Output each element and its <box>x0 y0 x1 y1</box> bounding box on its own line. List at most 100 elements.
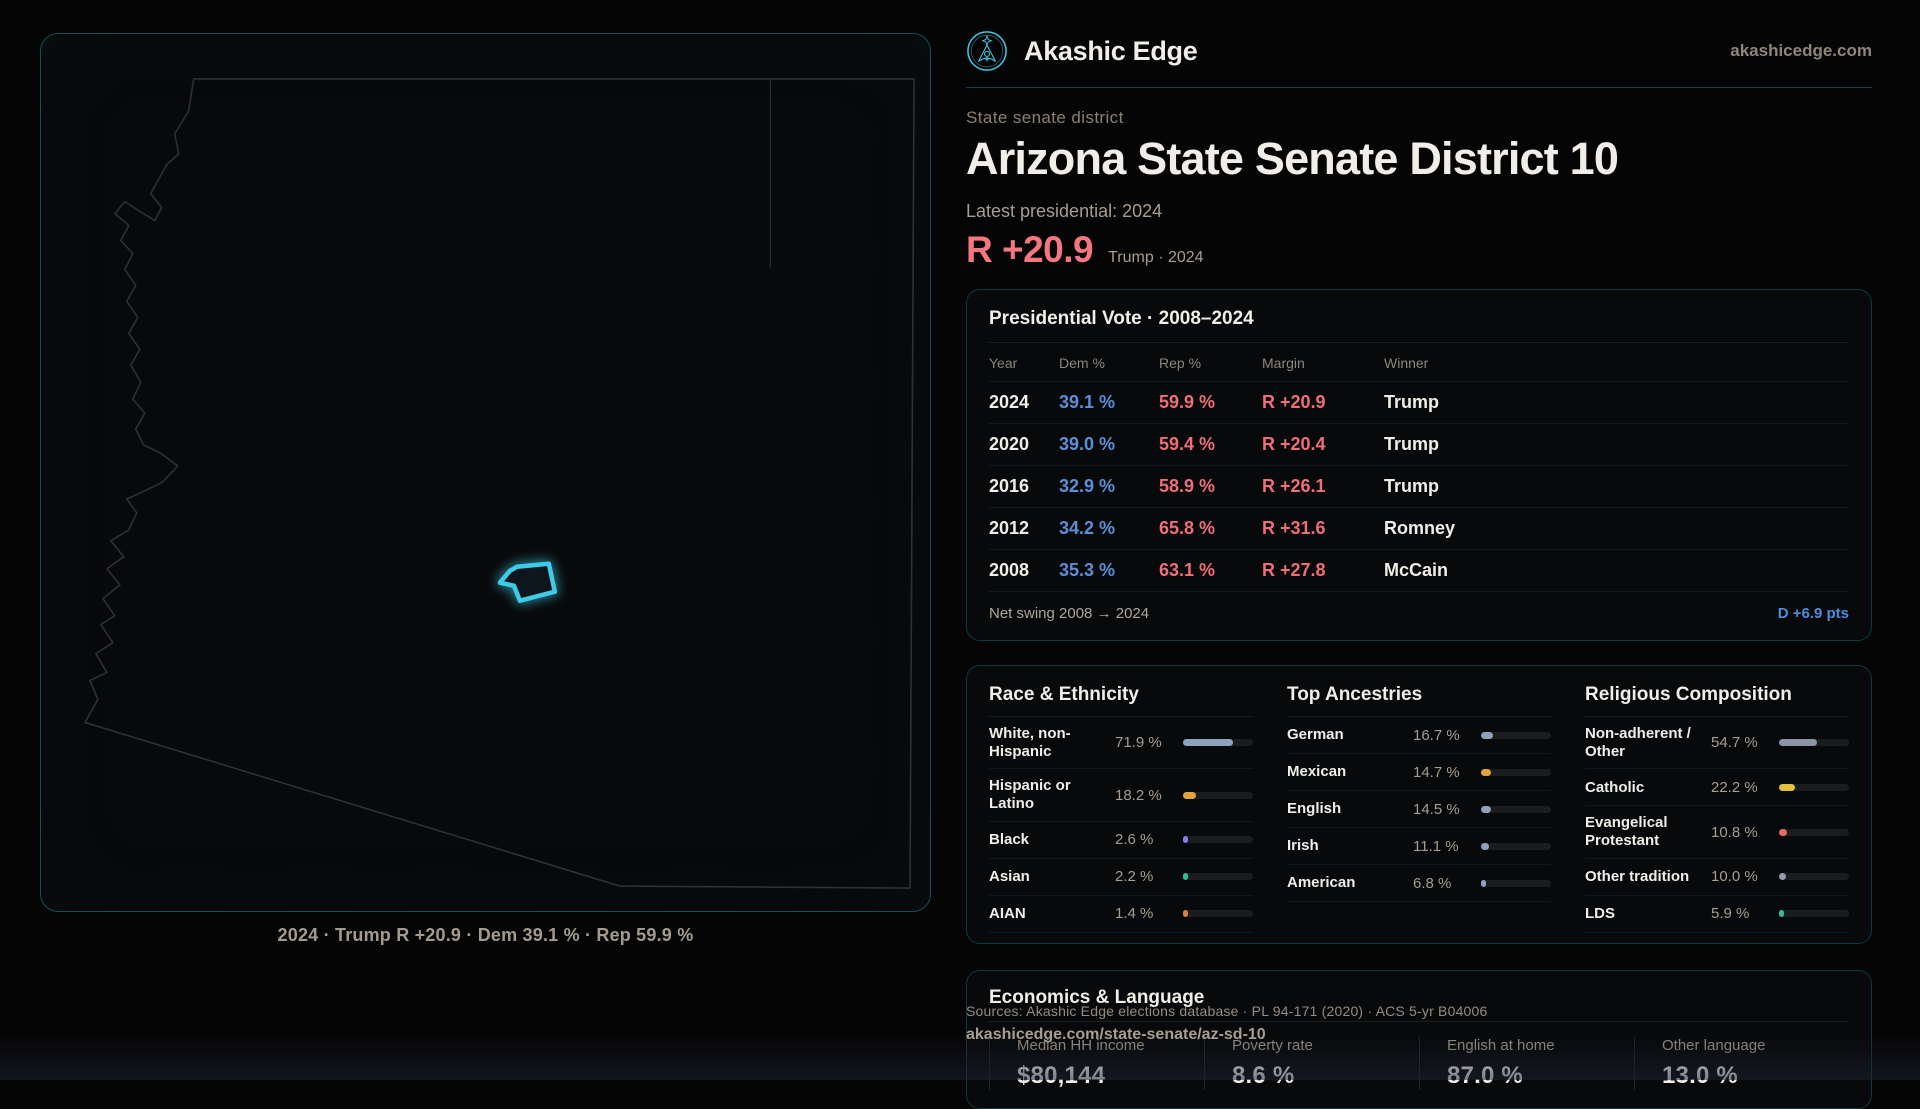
demo-value: 71.9 % <box>1115 734 1162 752</box>
brand-logo-icon <box>967 31 1007 71</box>
table-header-winner: Winner <box>1384 355 1429 371</box>
winner-cell: Trump <box>1384 476 1440 496</box>
demo-bar <box>1779 910 1849 918</box>
margin-value: R +20.9 <box>966 229 1094 270</box>
demo-bar-fill <box>1183 910 1188 918</box>
panel-title: Presidential Vote · 2008–2024 <box>989 308 1849 343</box>
year-cell: 2016 <box>989 476 1030 496</box>
demo-label: Irish <box>1287 837 1319 855</box>
demo-bar <box>1183 836 1253 844</box>
app: { "brand": { "name": "Akashic Edge", "do… <box>0 31 1920 1109</box>
column-title: Race & Ethnicity <box>989 684 1253 717</box>
demo-bar-fill <box>1779 873 1786 881</box>
demo-value: 14.7 % <box>1413 763 1460 781</box>
table-header-row: Year Dem % Rep % Margin Winner <box>989 343 1849 382</box>
rep-cell: 65.8 % <box>1159 518 1216 538</box>
demo-row: AIAN 1.4 % <box>989 896 1253 933</box>
margin-cell: R +26.1 <box>1262 476 1326 496</box>
demo-bar-fill <box>1481 879 1486 887</box>
demo-row: LDS 5.9 % <box>1585 896 1849 933</box>
brand-domain-link[interactable]: akashicedge.com <box>1730 41 1872 60</box>
demo-bar <box>1183 873 1253 881</box>
econ-stat: Median HH income $80,144 <box>989 1036 1204 1090</box>
eyebrow: State senate district <box>966 108 1124 127</box>
econ-value: 13.0 % <box>1662 1061 1738 1089</box>
econ-value: 87.0 % <box>1447 1061 1523 1089</box>
econ-label: Median HH income <box>1017 1036 1145 1054</box>
demo-label: Black <box>989 830 1030 848</box>
winner-cell: McCain <box>1384 560 1449 580</box>
net-swing-value: D +6.9 pts <box>1777 605 1849 622</box>
demo-row: Hispanic or Latino 18.2 % <box>989 769 1253 822</box>
net-swing-label: Net swing 2008 → 2024 <box>989 605 1150 622</box>
demo-value: 10.8 % <box>1711 823 1758 841</box>
religion-rows: Non-adherent / Other 54.7 % Catholic 22.… <box>1585 717 1849 933</box>
table-body: 2024 39.1 % 59.9 % R +20.9 Trump 2020 39… <box>989 382 1849 592</box>
demo-value: 2.6 % <box>1115 831 1154 849</box>
map-caption: 2024 · Trump R +20.9 · Dem 39.1 % · Rep … <box>277 925 694 945</box>
demo-bar <box>1779 873 1849 881</box>
econ-value: $80,144 <box>1017 1061 1106 1089</box>
demo-bar-fill <box>1183 791 1196 799</box>
table-row: 2016 32.9 % 58.9 % R +26.1 Trump <box>989 466 1849 508</box>
demo-label: Other tradition <box>1585 867 1690 885</box>
table-header-year: Year <box>989 355 1018 371</box>
permalink[interactable]: akashicedge.com/state-senate/az-sd-10 <box>966 1026 1266 1043</box>
table-header-rep: Rep % <box>1159 355 1202 371</box>
demo-row: German 16.7 % <box>1287 717 1551 754</box>
demo-label: Asian <box>989 867 1030 885</box>
demo-bar <box>1779 739 1849 747</box>
demo-bar-fill <box>1779 910 1784 918</box>
econ-stat: Poverty rate 8.6 % <box>1204 1036 1419 1090</box>
report-column: Akashic Edge akashicedge.com State senat… <box>966 30 1872 1109</box>
demo-label: German <box>1287 726 1344 744</box>
demo-value: 11.1 % <box>1413 837 1459 855</box>
demo-value: 54.7 % <box>1711 734 1758 752</box>
demo-bar-fill <box>1183 873 1188 881</box>
demo-row: White, non-Hispanic 71.9 % <box>989 717 1253 770</box>
winner-cell: Romney <box>1384 518 1456 538</box>
race-rows: White, non-Hispanic 71.9 % Hispanic or L… <box>989 717 1253 933</box>
table-header-margin: Margin <box>1262 355 1305 371</box>
dem-cell: 32.9 % <box>1059 476 1116 496</box>
table-row: 2012 34.2 % 65.8 % R +31.6 Romney <box>989 508 1849 550</box>
demo-row: Black 2.6 % <box>989 822 1253 859</box>
demo-label: LDS <box>1585 904 1615 922</box>
arizona-map <box>84 78 915 889</box>
margin-context: Trump · 2024 <box>1108 249 1204 266</box>
demo-bar-fill <box>1481 731 1493 739</box>
demo-row: Other tradition 10.0 % <box>1585 859 1849 896</box>
demo-row: American 6.8 % <box>1287 865 1551 902</box>
table-row: 2024 39.1 % 59.9 % R +20.9 Trump <box>989 382 1849 424</box>
demo-bar <box>1779 828 1849 836</box>
demo-bar <box>1481 731 1551 739</box>
year-cell: 2024 <box>989 392 1030 412</box>
header: Akashic Edge akashicedge.com <box>966 30 1872 88</box>
demo-row: Evangelical Protestant 10.8 % <box>1585 806 1849 859</box>
demo-value: 2.2 % <box>1115 868 1154 886</box>
demo-bar <box>1481 768 1551 776</box>
econ-label: Other language <box>1662 1036 1766 1054</box>
demo-value: 5.9 % <box>1711 905 1750 923</box>
rep-cell: 58.9 % <box>1159 476 1216 496</box>
state-outline <box>84 78 915 889</box>
demo-label: Hispanic or Latino <box>989 777 1071 813</box>
rep-cell: 59.4 % <box>1159 434 1216 454</box>
demo-bar-fill <box>1481 842 1489 850</box>
latest-presidential-label: Latest presidential: 2024 <box>966 201 1163 221</box>
demo-label: Catholic <box>1585 778 1645 796</box>
page-title: Arizona State Senate District 10 <box>966 133 1619 184</box>
demo-value: 10.0 % <box>1711 868 1758 886</box>
demo-value: 14.5 % <box>1413 800 1460 818</box>
map-panel <box>40 33 931 912</box>
demo-bar <box>1481 842 1551 850</box>
district-shape[interactable] <box>497 561 558 603</box>
demo-row: Non-adherent / Other 54.7 % <box>1585 717 1849 770</box>
demo-bar <box>1183 739 1253 747</box>
rep-cell: 63.1 % <box>1159 560 1216 580</box>
demo-bar <box>1779 783 1849 791</box>
econ-stat: English at home 87.0 % <box>1419 1036 1634 1090</box>
brand-name: Akashic Edge <box>1024 35 1198 66</box>
column-title: Top Ancestries <box>1287 684 1551 717</box>
demo-label: AIAN <box>989 904 1026 922</box>
